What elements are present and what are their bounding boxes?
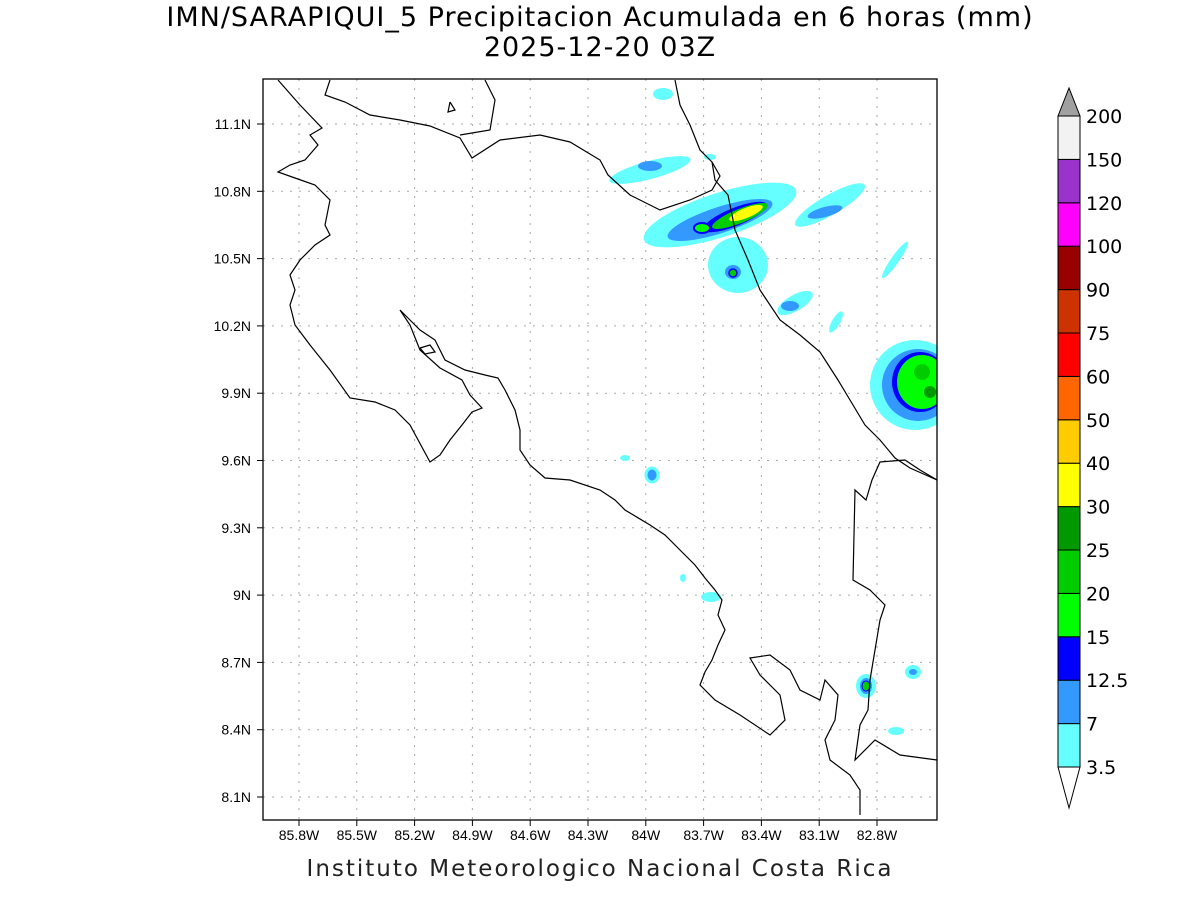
lat-tick-label: 8.1N [221,789,251,805]
colorbar-level-label: 200 [1086,106,1122,128]
lon-tick-label: 83.7W [683,827,724,843]
colorbar-level-label: 3.5 [1086,757,1116,779]
colorbar-swatch [1057,202,1081,247]
colorbar-swatch [1057,375,1081,421]
colorbar-level-label: 40 [1086,453,1110,475]
colorbar-swatch [1057,723,1081,768]
lon-tick-label: 84W [631,827,661,843]
lon-tick-label: 84.9W [452,827,493,843]
lon-tick-label: 84.6W [510,827,551,843]
colorbar-swatch [1057,549,1081,594]
colorbar-level-label: 25 [1086,540,1110,562]
colorbar-level-label: 20 [1086,583,1110,605]
map-subtitle-time: 2025-12-20 03Z [483,32,717,63]
colorbar-swatch [1057,332,1081,377]
colorbar-swatch [1057,592,1081,638]
colorbar-swatch [1057,115,1081,160]
lon-tick-label: 83.1W [799,827,840,843]
colorbar-swatch [1057,679,1081,725]
lon-tick-label: 84.3W [568,827,609,843]
colorbar-level-label: 150 [1086,149,1122,171]
colorbar-over-arrow [1057,86,1081,117]
grid-lines [263,79,937,820]
lat-tick-label: 10.2N [214,318,251,334]
colorbar-swatch [1057,158,1081,204]
lat-tick-label: 9.9N [221,385,251,401]
colorbar-level-label: 12.5 [1086,670,1128,692]
lat-tick-label: 9N [233,587,251,603]
colorbar-under-arrow [1057,766,1081,810]
footer-credit: Instituto Meteorologico Nacional Costa R… [306,856,894,882]
map-title: IMN/SARAPIQUI_5 Precipitacion Acumulada … [166,2,1034,33]
lon-tick-label: 85.5W [337,827,378,843]
precip-field [609,88,937,735]
colorbar-swatch [1057,419,1081,464]
lat-tick-label: 11.1N [215,116,251,132]
lat-tick-label: 10.5N [214,251,251,267]
lon-tick-label: 83.4W [741,827,782,843]
colorbar-level-label: 120 [1086,193,1122,215]
colorbar-level-label: 75 [1086,323,1110,345]
colorbar-swatch [1057,636,1081,681]
lat-tick-label: 9.6N [221,453,251,469]
lon-tick-label: 82.8W [857,827,898,843]
colorbar-level-label: 7 [1086,714,1098,736]
lat-tick-label: 10.8N [214,183,251,199]
colorbar-swatch [1057,289,1081,334]
lat-tick-label: 8.7N [221,654,251,670]
colorbar: 3.5 7 12.5 15 20 25 30 40 50 60 75 90 100 120 150 200 [1057,86,1128,810]
colorbar-level-label: 100 [1086,236,1122,258]
colorbar-level-label: 50 [1086,410,1110,432]
colorbar-level-label: 60 [1086,366,1110,388]
coastlines [276,79,937,815]
colorbar-swatch [1057,245,1081,291]
lat-tick-label: 9.3N [221,520,251,536]
lon-tick-label: 85.8W [279,827,320,843]
lon-tick-label: 85.2W [394,827,435,843]
map-frame [262,78,938,821]
colorbar-swatch [1057,462,1081,508]
colorbar-level-label: 90 [1086,280,1110,302]
colorbar-swatch [1057,506,1081,551]
colorbar-level-label: 30 [1086,497,1110,519]
colorbar-level-label: 15 [1086,627,1110,649]
lat-tick-label: 8.4N [221,722,251,738]
